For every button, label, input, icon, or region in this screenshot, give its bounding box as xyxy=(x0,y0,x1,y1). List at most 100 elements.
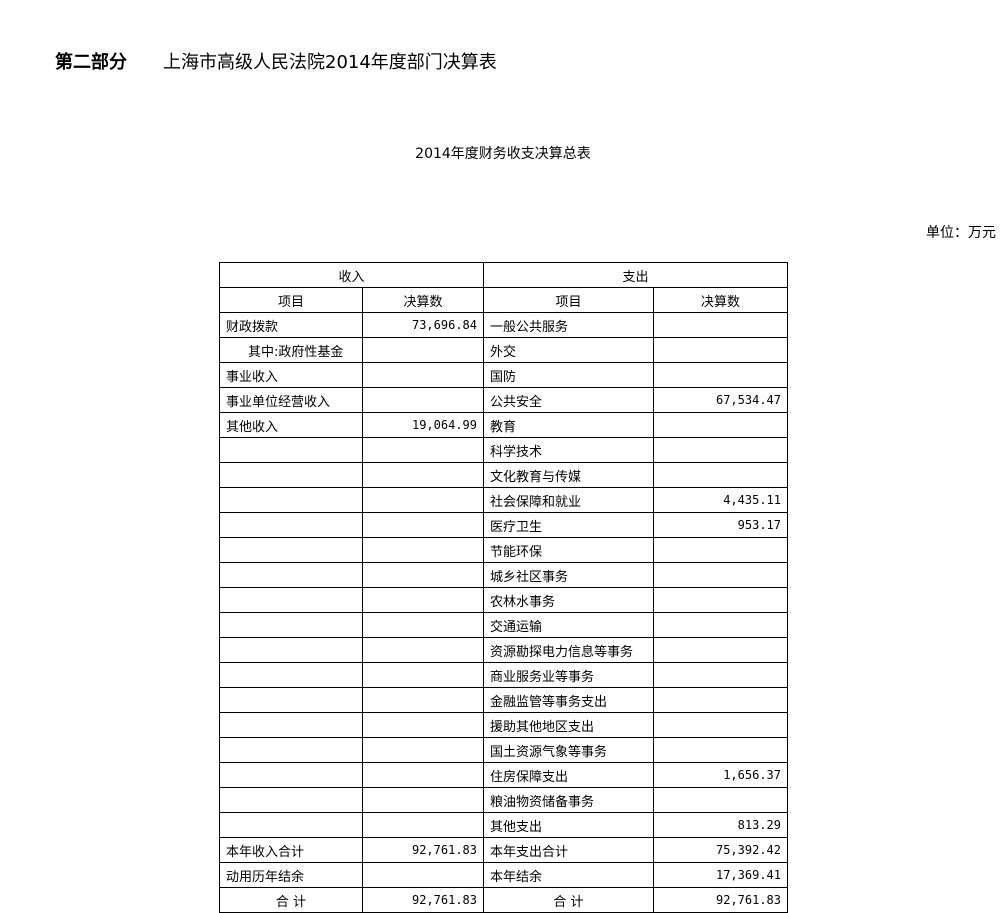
income-amount-cell xyxy=(362,737,484,763)
income-item-cell xyxy=(219,712,363,738)
income-item-cell xyxy=(219,737,363,763)
income-amount-cell xyxy=(362,612,484,638)
expense-amount-cell: 17,369.41 xyxy=(653,862,788,888)
expense-item-cell: 资源勘探电力信息等事务 xyxy=(483,637,654,663)
expense-amount-cell xyxy=(653,687,788,713)
table-row: 农林水事务 xyxy=(219,587,788,613)
expense-amount-header: 决算数 xyxy=(653,287,788,313)
expense-item-cell: 科学技术 xyxy=(483,437,654,463)
table-row: 其他收入 19,064.99 教育 xyxy=(219,412,788,438)
expense-item-cell: 粮油物资储备事务 xyxy=(483,787,654,813)
income-amount-cell xyxy=(362,862,484,888)
expense-item-cell: 农林水事务 xyxy=(483,587,654,613)
income-amount-cell xyxy=(362,587,484,613)
budget-table: 收入 支出 项目 决算数 项目 决算数 财政拨款 73,696.84 一般公共服务其… xyxy=(219,262,788,913)
income-amount-cell xyxy=(362,537,484,563)
income-item-cell xyxy=(219,587,363,613)
expense-amount-cell: 75,392.42 xyxy=(653,837,788,863)
expense-item-cell: 合 计 xyxy=(483,887,654,913)
expense-amount-cell xyxy=(653,362,788,388)
income-amount-cell xyxy=(362,662,484,688)
income-item-cell xyxy=(219,462,363,488)
income-item-cell xyxy=(219,637,363,663)
expense-item-cell: 节能环保 xyxy=(483,537,654,563)
expense-amount-cell: 953.17 xyxy=(653,512,788,538)
table-row: 商业服务业等事务 xyxy=(219,662,788,688)
income-item-cell: 其中:政府性基金 xyxy=(219,337,363,363)
expense-item-cell: 本年支出合计 xyxy=(483,837,654,863)
table-row: 粮油物资储备事务 xyxy=(219,787,788,813)
income-item-cell: 财政拨款 xyxy=(219,312,363,338)
income-item-cell xyxy=(219,787,363,813)
income-item-cell: 其他收入 xyxy=(219,412,363,438)
income-item-cell xyxy=(219,687,363,713)
table-row: 节能环保 xyxy=(219,537,788,563)
income-amount-header: 决算数 xyxy=(362,287,484,313)
income-amount-cell xyxy=(362,462,484,488)
expense-item-cell: 文化教育与传媒 xyxy=(483,462,654,488)
income-amount-cell xyxy=(362,787,484,813)
income-item-header: 项目 xyxy=(219,287,363,313)
table-row: 社会保障和就业 4,435.11 xyxy=(219,487,788,513)
income-item-cell: 本年收入合计 xyxy=(219,837,363,863)
page-heading: 第二部分 上海市高级人民法院2014年度部门决算表 xyxy=(55,48,497,74)
income-item-cell xyxy=(219,537,363,563)
expense-item-cell: 本年结余 xyxy=(483,862,654,888)
expense-amount-cell: 4,435.11 xyxy=(653,487,788,513)
expense-amount-cell xyxy=(653,537,788,563)
expense-item-cell: 外交 xyxy=(483,337,654,363)
income-item-cell xyxy=(219,512,363,538)
income-amount-cell xyxy=(362,562,484,588)
income-header: 收入 xyxy=(219,262,484,288)
expense-item-cell: 交通运输 xyxy=(483,612,654,638)
expense-amount-cell xyxy=(653,737,788,763)
expense-item-cell: 金融监管等事务支出 xyxy=(483,687,654,713)
expense-amount-cell xyxy=(653,587,788,613)
expense-item-cell: 医疗卫生 xyxy=(483,512,654,538)
income-item-cell xyxy=(219,762,363,788)
table-row: 事业单位经营收入 公共安全 67,534.47 xyxy=(219,387,788,413)
income-item-cell xyxy=(219,812,363,838)
income-amount-cell xyxy=(362,437,484,463)
income-amount-cell xyxy=(362,362,484,388)
table-row: 事业收入 国防 xyxy=(219,362,788,388)
income-item-cell: 事业单位经营收入 xyxy=(219,387,363,413)
expense-item-cell: 援助其他地区支出 xyxy=(483,712,654,738)
expense-item-header: 项目 xyxy=(483,287,654,313)
income-amount-cell xyxy=(362,512,484,538)
expense-amount-cell xyxy=(653,562,788,588)
income-item-cell: 动用历年结余 xyxy=(219,862,363,888)
table-row: 文化教育与传媒 xyxy=(219,462,788,488)
table-row: 城乡社区事务 xyxy=(219,562,788,588)
header-row-group: 收入 支出 xyxy=(219,262,788,288)
table-row: 科学技术 xyxy=(219,437,788,463)
table-row: 资源勘探电力信息等事务 xyxy=(219,637,788,663)
expense-item-cell: 城乡社区事务 xyxy=(483,562,654,588)
income-amount-cell xyxy=(362,712,484,738)
expense-item-cell: 社会保障和就业 xyxy=(483,487,654,513)
income-amount-cell: 19,064.99 xyxy=(362,412,484,438)
unit-label: 单位：万元 xyxy=(926,225,996,241)
table-row: 其中:政府性基金 外交 xyxy=(219,337,788,363)
income-amount-cell: 92,761.83 xyxy=(362,837,484,863)
income-amount-cell xyxy=(362,337,484,363)
expense-header: 支出 xyxy=(483,262,788,288)
expense-amount-cell xyxy=(653,712,788,738)
expense-item-cell: 国防 xyxy=(483,362,654,388)
expense-amount-cell xyxy=(653,412,788,438)
expense-item-cell: 其他支出 xyxy=(483,812,654,838)
expense-item-cell: 商业服务业等事务 xyxy=(483,662,654,688)
heading-title: 上海市高级人民法院2014年度部门决算表 xyxy=(163,52,497,73)
table-row: 援助其他地区支出 xyxy=(219,712,788,738)
table-row: 动用历年结余 本年结余 17,369.41 xyxy=(219,862,788,888)
table-row: 国土资源气象等事务 xyxy=(219,737,788,763)
table-row: 其他支出 813.29 xyxy=(219,812,788,838)
expense-item-cell: 公共安全 xyxy=(483,387,654,413)
expense-amount-cell xyxy=(653,312,788,338)
income-item-cell xyxy=(219,562,363,588)
table-row: 财政拨款 73,696.84 一般公共服务 xyxy=(219,312,788,338)
expense-amount-cell xyxy=(653,337,788,363)
expense-item-cell: 教育 xyxy=(483,412,654,438)
table-row: 本年收入合计 92,761.83 本年支出合计 75,392.42 xyxy=(219,837,788,863)
income-amount-cell xyxy=(362,762,484,788)
